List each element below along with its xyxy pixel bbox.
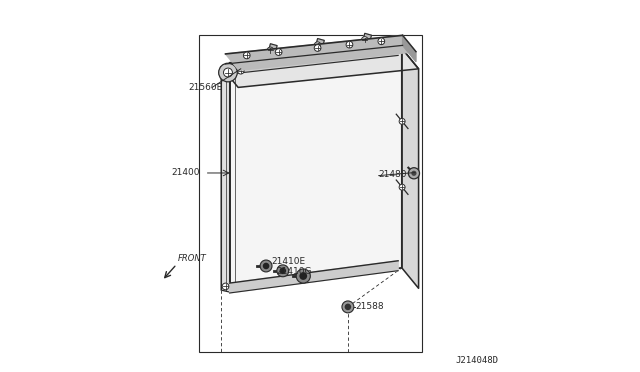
Circle shape — [243, 52, 250, 59]
Circle shape — [408, 168, 419, 179]
Text: 21400: 21400 — [172, 169, 200, 177]
Circle shape — [378, 38, 385, 45]
Circle shape — [280, 267, 286, 274]
Circle shape — [399, 118, 405, 124]
Text: 21410E: 21410E — [271, 257, 305, 266]
Circle shape — [263, 263, 269, 269]
Circle shape — [223, 68, 232, 77]
Text: 21480: 21480 — [379, 170, 407, 179]
Circle shape — [348, 49, 355, 55]
Circle shape — [275, 49, 282, 55]
Circle shape — [314, 45, 321, 51]
Circle shape — [277, 265, 289, 277]
Bar — [199, 35, 422, 352]
Polygon shape — [403, 35, 416, 62]
Circle shape — [300, 272, 307, 280]
Polygon shape — [267, 44, 277, 61]
Circle shape — [267, 47, 274, 54]
Text: FRONT: FRONT — [177, 254, 206, 263]
Polygon shape — [221, 48, 419, 87]
Polygon shape — [402, 48, 419, 288]
Circle shape — [237, 67, 244, 74]
Circle shape — [412, 171, 417, 176]
Circle shape — [314, 42, 321, 49]
Circle shape — [285, 55, 292, 62]
Polygon shape — [230, 44, 398, 74]
Polygon shape — [221, 48, 402, 290]
Circle shape — [399, 184, 405, 190]
Text: J214048D: J214048D — [456, 356, 499, 365]
Circle shape — [296, 269, 310, 283]
Circle shape — [319, 52, 326, 58]
Circle shape — [346, 41, 353, 48]
Circle shape — [222, 283, 229, 290]
Circle shape — [362, 37, 368, 44]
Text: 21588: 21588 — [355, 302, 384, 311]
Polygon shape — [225, 35, 416, 70]
Circle shape — [219, 63, 237, 82]
Polygon shape — [314, 39, 324, 55]
Circle shape — [342, 301, 354, 313]
Circle shape — [260, 260, 272, 272]
Circle shape — [344, 304, 351, 310]
Text: 21560E: 21560E — [188, 83, 222, 92]
Circle shape — [252, 59, 258, 66]
Polygon shape — [230, 261, 398, 293]
Polygon shape — [221, 65, 230, 292]
Polygon shape — [361, 33, 371, 50]
Text: 21410G: 21410G — [276, 267, 312, 276]
Circle shape — [374, 46, 381, 52]
